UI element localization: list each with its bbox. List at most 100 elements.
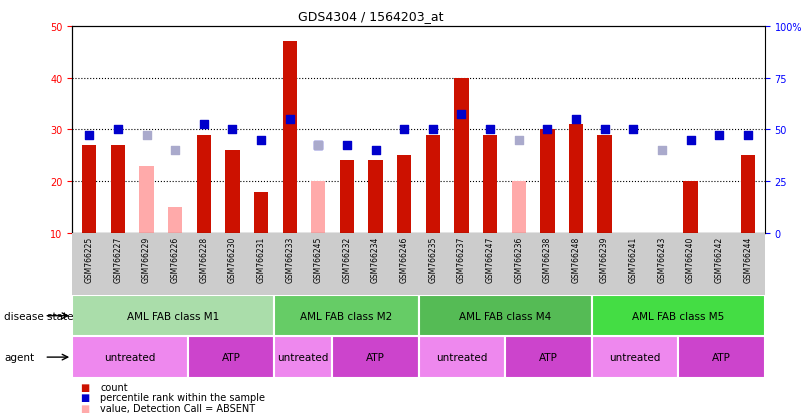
Text: GSM766233: GSM766233 <box>285 236 294 283</box>
Text: GSM766239: GSM766239 <box>600 236 609 283</box>
Text: AML FAB class M4: AML FAB class M4 <box>459 311 551 321</box>
Point <box>684 137 697 144</box>
Text: ■: ■ <box>80 392 90 402</box>
Bar <box>397 156 412 233</box>
Bar <box>569 125 583 233</box>
Bar <box>483 135 497 233</box>
Text: disease state: disease state <box>4 311 74 321</box>
Bar <box>332 337 418 378</box>
Bar <box>311 182 325 233</box>
Text: GSM766245: GSM766245 <box>314 236 323 283</box>
Text: agent: agent <box>4 352 34 362</box>
Bar <box>111 145 125 233</box>
Text: ATP: ATP <box>221 352 240 362</box>
Bar <box>454 78 469 233</box>
Bar <box>592 337 678 378</box>
Bar <box>274 337 332 378</box>
Bar <box>139 166 154 233</box>
Text: GSM766241: GSM766241 <box>629 236 638 282</box>
Text: GSM766227: GSM766227 <box>114 236 123 282</box>
Text: untreated: untreated <box>436 352 488 362</box>
Point <box>369 147 382 154</box>
Point <box>312 142 324 149</box>
Point <box>312 142 324 149</box>
Text: GDS4304 / 1564203_at: GDS4304 / 1564203_at <box>298 10 444 23</box>
Point <box>111 127 124 133</box>
Point <box>426 127 439 133</box>
Bar <box>598 135 612 233</box>
Bar <box>72 295 274 337</box>
Text: GSM766230: GSM766230 <box>228 236 237 283</box>
Bar <box>425 135 440 233</box>
Point <box>340 142 353 149</box>
Bar <box>626 233 641 280</box>
Text: GSM766236: GSM766236 <box>514 236 523 283</box>
Bar <box>196 135 211 233</box>
Text: untreated: untreated <box>104 352 155 362</box>
Point <box>713 132 726 139</box>
Text: GSM766244: GSM766244 <box>743 236 752 283</box>
Text: GSM766237: GSM766237 <box>457 236 466 283</box>
Text: ■: ■ <box>80 403 90 413</box>
Point <box>83 132 95 139</box>
Bar <box>72 337 187 378</box>
Bar <box>683 182 698 233</box>
Bar <box>187 337 274 378</box>
Point <box>169 147 182 154</box>
Bar <box>340 161 354 233</box>
Text: GSM766246: GSM766246 <box>400 236 409 283</box>
Point <box>655 147 668 154</box>
Point <box>570 116 582 123</box>
Bar <box>512 182 526 233</box>
Point <box>541 127 553 133</box>
Text: GSM766228: GSM766228 <box>199 236 208 282</box>
Point <box>513 137 525 144</box>
Text: GSM766248: GSM766248 <box>571 236 581 282</box>
Text: GSM766225: GSM766225 <box>85 236 94 282</box>
Bar <box>418 295 592 337</box>
Text: ATP: ATP <box>539 352 557 362</box>
Text: GSM766234: GSM766234 <box>371 236 380 283</box>
Bar <box>418 337 505 378</box>
Point <box>484 127 497 133</box>
Text: count: count <box>100 382 127 392</box>
Point <box>398 127 411 133</box>
Point <box>255 137 268 144</box>
Text: GSM766247: GSM766247 <box>485 236 494 283</box>
Point <box>455 111 468 118</box>
Text: GSM766226: GSM766226 <box>171 236 179 282</box>
Text: ■: ■ <box>80 382 90 392</box>
Bar <box>283 42 297 233</box>
Text: ATP: ATP <box>712 352 731 362</box>
Text: untreated: untreated <box>610 352 661 362</box>
Point <box>598 127 611 133</box>
Point <box>197 121 210 128</box>
Text: AML FAB class M5: AML FAB class M5 <box>632 311 724 321</box>
Text: GSM766242: GSM766242 <box>714 236 723 282</box>
Text: GSM766229: GSM766229 <box>142 236 151 282</box>
Bar <box>254 192 268 233</box>
Point <box>742 132 755 139</box>
Text: AML FAB class M1: AML FAB class M1 <box>127 311 219 321</box>
Bar <box>540 130 554 233</box>
Text: AML FAB class M2: AML FAB class M2 <box>300 311 392 321</box>
Text: GSM766231: GSM766231 <box>256 236 266 282</box>
Bar <box>168 207 183 233</box>
Bar <box>592 295 765 337</box>
Text: untreated: untreated <box>277 352 328 362</box>
Bar <box>505 337 592 378</box>
Text: GSM766243: GSM766243 <box>658 236 666 283</box>
Bar <box>368 161 383 233</box>
Point <box>226 127 239 133</box>
Point <box>140 132 153 139</box>
Bar <box>678 337 765 378</box>
Bar <box>225 151 239 233</box>
Text: ATP: ATP <box>366 352 384 362</box>
Bar <box>83 145 96 233</box>
Text: value, Detection Call = ABSENT: value, Detection Call = ABSENT <box>100 403 256 413</box>
Point <box>284 116 296 123</box>
Text: GSM766235: GSM766235 <box>429 236 437 283</box>
Text: GSM766240: GSM766240 <box>686 236 695 283</box>
Text: GSM766238: GSM766238 <box>543 236 552 282</box>
Bar <box>741 156 755 233</box>
